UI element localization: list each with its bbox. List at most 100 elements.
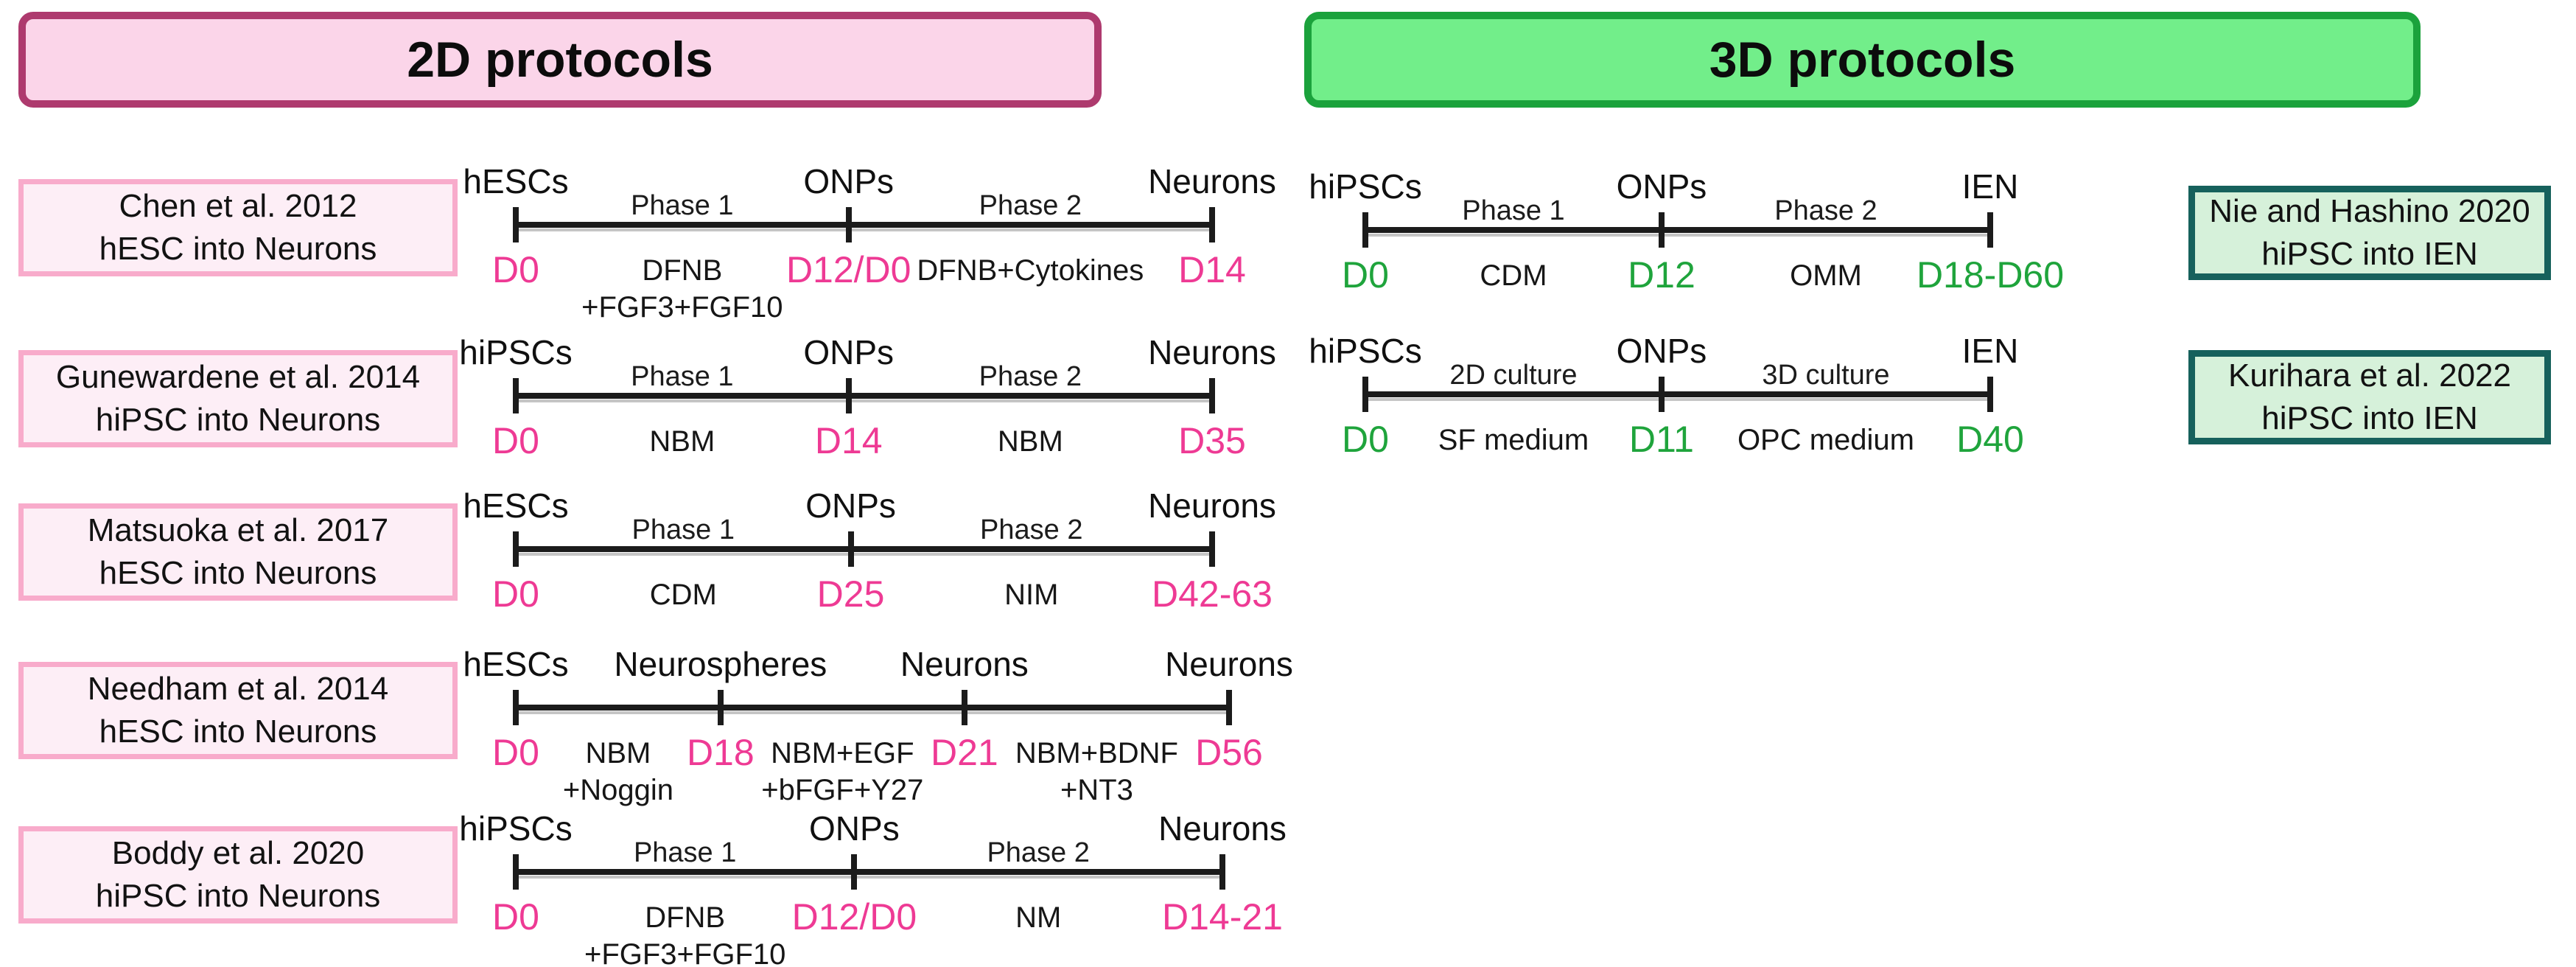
timeline-tick [845, 378, 852, 413]
day-label: D14 [1178, 249, 1246, 290]
phase-label: 3D culture [1762, 360, 1890, 391]
citation-box: Needham et al. 2014 hESC into Neurons [18, 662, 458, 759]
timeline-tick [845, 207, 852, 242]
timeline: hESCs D0 ONPs D12/D0 Neurons D14 Phase 1 DFNB +F… [463, 162, 1276, 332]
media-label: CDM [650, 576, 717, 613]
stage-label: hESCs [463, 486, 569, 525]
phase-label: Phase 1 [631, 514, 735, 545]
timeline-tick [513, 854, 519, 890]
media-label: DFNB +FGF3+FGF10 [581, 252, 783, 326]
day-label: D40 [1956, 419, 2024, 460]
timeline-line [516, 222, 1212, 228]
phase-label: Phase 2 [987, 837, 1090, 868]
timeline-tick [1658, 212, 1665, 248]
citation-box: Chen et al. 2012 hESC into Neurons [18, 179, 458, 276]
phase-label: Phase 2 [980, 514, 1083, 545]
stage-label: Neurons [1165, 645, 1293, 683]
stage-label: ONPs [803, 333, 895, 371]
timeline: hESCs D0 ONPs D25 Neurons D42-63 Phase 1 CDM Pha… [463, 486, 1276, 656]
phase-label: Phase 1 [633, 837, 737, 868]
conversion-line: hESC into Neurons [99, 713, 377, 750]
timeline-tick [1209, 378, 1215, 413]
phase-label: Phase 1 [1462, 195, 1565, 226]
timeline-tick [1362, 212, 1368, 248]
citation-line: Nie and Hashino 2020 [2209, 192, 2530, 229]
day-label: D14-21 [1162, 896, 1283, 938]
timeline-tick [1987, 377, 1993, 412]
timeline-tick [1362, 377, 1368, 412]
media-line: DFNB [642, 254, 723, 287]
day-label: D0 [492, 249, 539, 290]
media-line: +FGF3+FGF10 [581, 291, 783, 324]
timeline-tick [513, 207, 519, 242]
day-label: D18-D60 [1916, 254, 2065, 296]
stage-label: ONPs [1616, 167, 1707, 206]
citation-box: Gunewardene et al. 2014 hiPSC into Neuron… [18, 350, 458, 447]
timeline-tick [961, 690, 967, 725]
media-line: NBM+EGF [771, 737, 914, 769]
timeline-tick [1226, 690, 1232, 725]
media-line: +NT3 [1060, 774, 1133, 806]
day-label: D0 [492, 573, 539, 615]
timeline-line [516, 705, 1229, 711]
timeline: hiPSCs D0 ONPs D12 IEN D18-D60 Phase 1 CDM Phase… [1309, 167, 2064, 337]
media-label: NIM [1004, 576, 1058, 613]
citation-line: Gunewardene et al. 2014 [55, 358, 421, 395]
phase-label: Phase 2 [979, 190, 1082, 221]
media-label: NM [1015, 899, 1061, 936]
media-label: NBM +Noggin [563, 735, 673, 809]
timeline-tick [1209, 207, 1215, 242]
timeline-tick [1209, 531, 1215, 567]
conversion-line: hiPSC into Neurons [95, 878, 381, 914]
timeline-tick [513, 690, 519, 725]
phase-label: Phase 1 [631, 190, 734, 221]
day-label: D12 [1628, 254, 1695, 296]
day-label: D14 [814, 420, 883, 461]
stage-label: hiPSCs [1309, 332, 1422, 370]
media-label: SF medium [1438, 422, 1589, 458]
phase-label: Phase 2 [979, 361, 1082, 392]
citation-line: Needham et al. 2014 [87, 670, 389, 707]
phase-label: Phase 2 [1774, 195, 1877, 226]
media-line: NBM [649, 425, 715, 458]
day-label: D12/D0 [791, 896, 917, 938]
header-2d-title: 2D protocols [407, 32, 713, 88]
header-3d-protocols: 3D protocols [1304, 12, 2421, 108]
stage-label: IEN [1961, 167, 2019, 206]
stage-label: hiPSCs [459, 333, 573, 371]
stage-label: ONPs [803, 162, 895, 200]
header-2d-protocols: 2D protocols [18, 12, 1102, 108]
media-label: NBM [998, 423, 1063, 460]
media-line: SF medium [1438, 424, 1589, 456]
day-label: D11 [1628, 419, 1694, 460]
day-label: D21 [930, 732, 998, 773]
stage-label: Neurons [1158, 809, 1287, 848]
day-label: D35 [1178, 420, 1246, 461]
conversion-line: hESC into Neurons [99, 555, 377, 591]
citation-line: Kurihara et al. 2022 [2227, 357, 2512, 394]
media-line: NM [1015, 901, 1062, 934]
timeline-line [1365, 391, 1990, 397]
day-label: D0 [1342, 419, 1389, 460]
timeline: hESCs D0 Neurospheres D18 Neurons D21 Neurons D… [463, 645, 1293, 814]
citation-line: Matsuoka et al. 2017 [87, 512, 389, 548]
day-label: D42-63 [1152, 573, 1273, 615]
stage-label: ONPs [805, 486, 896, 525]
day-label: D0 [1342, 254, 1389, 296]
media-line: CDM [1480, 259, 1547, 292]
citation-box: Kurihara et al. 2022 hiPSC into IEN [2188, 350, 2551, 444]
stage-label: ONPs [1616, 332, 1707, 370]
media-label: NBM [649, 423, 715, 460]
conversion-line: hiPSC into IEN [2261, 236, 2478, 272]
citation-box: Boddy et al. 2020 hiPSC into Neurons [18, 826, 458, 924]
timeline: hiPSCs D0 ONPs D12/D0 Neurons D14-21 Phase 1 DF… [459, 809, 1287, 967]
media-label: DFNB +FGF3+FGF10 [584, 899, 785, 967]
citation-line: Boddy et al. 2020 [111, 834, 365, 871]
timeline: hiPSCs D0 ONPs D11 IEN D40 2D culture SF medium… [1309, 332, 2024, 501]
media-line: NBM+BDNF [1015, 737, 1178, 769]
media-line: NIM [1004, 579, 1059, 611]
media-label: CDM [1480, 257, 1547, 294]
timeline-tick [1658, 377, 1665, 412]
media-line: OPC medium [1737, 424, 1914, 456]
